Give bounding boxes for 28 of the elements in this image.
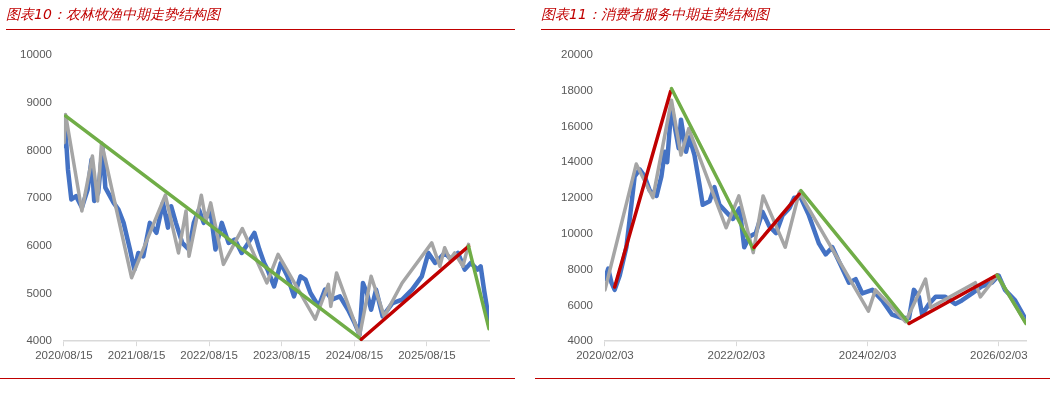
- y-tick-label: 10000: [560, 227, 593, 240]
- y-tick-label: 14000: [560, 155, 593, 168]
- chart-title: 图表11：消费者服务中期走势结构图: [541, 3, 1050, 30]
- y-tick-label: 6000: [26, 238, 52, 251]
- x-tick-label: 2021/08/15: [107, 349, 166, 362]
- y-tick-label: 8000: [26, 143, 52, 156]
- x-tick-label: 2020/08/15: [35, 349, 93, 362]
- y-tick-label: 10000: [19, 48, 52, 61]
- y-tick-label: 20000: [560, 48, 593, 61]
- x-tick-label: 2026/02/03: [970, 349, 1028, 362]
- y-tick-label: 8000: [567, 262, 593, 275]
- y-tick-label: 7000: [26, 191, 52, 204]
- x-tick-label: 2025/08/15: [398, 349, 456, 362]
- x-tick-label: 2022/02/03: [707, 349, 766, 362]
- y-tick-label: 4000: [26, 334, 52, 347]
- x-tick-label: 2024/08/15: [325, 349, 384, 362]
- y-tick-label: 18000: [560, 83, 593, 96]
- x-tick-label: 2022/08/15: [180, 349, 238, 362]
- x-tick-label: 2024/02/03: [838, 349, 897, 362]
- chart-title: 图表10：农林牧渔中期走势结构图: [6, 3, 515, 30]
- x-tick-label: 2020/02/03: [576, 349, 634, 362]
- y-tick-label: 16000: [560, 119, 593, 132]
- y-tick-label: 9000: [26, 95, 52, 108]
- y-tick-label: 5000: [26, 286, 52, 299]
- y-tick-label: 6000: [567, 298, 593, 311]
- y-tick-label: 4000: [567, 334, 593, 347]
- y-tick-label: 12000: [560, 191, 593, 204]
- x-tick-label: 2023/08/15: [252, 349, 311, 362]
